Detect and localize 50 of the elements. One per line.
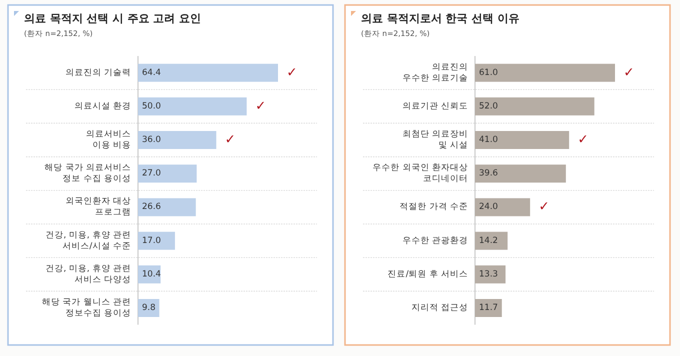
data-label: 50.0 xyxy=(142,101,161,112)
y-tick-label: 의료서비스 이용 비용 xyxy=(86,130,131,150)
bar xyxy=(138,131,216,149)
data-label: 36.0 xyxy=(142,135,161,145)
bar xyxy=(475,265,506,284)
y-tick-label: 우수한 관광환경 xyxy=(402,236,468,246)
bar xyxy=(475,164,566,183)
picture-checkmark: ✓ ✓ ✓ xyxy=(538,65,634,215)
y-tick-label: 의료시설 환경 xyxy=(74,101,131,112)
y-tick-label: 의료진의 기술력 xyxy=(65,68,131,78)
y-tick-label: 적절한 가격 수준 xyxy=(400,202,468,212)
data-label: 26.6 xyxy=(142,202,161,212)
data-label: 11.7 xyxy=(479,303,498,313)
picture-checkmark: ✓ ✓ ✓ xyxy=(224,65,298,148)
bar xyxy=(475,232,508,250)
y-tick-label: 건강, 미용, 휴양 관련 서비스/시설 수준 xyxy=(45,230,131,252)
bar xyxy=(475,131,570,149)
data-label: 27.0 xyxy=(142,168,161,179)
data-label: 14.2 xyxy=(479,236,498,246)
bar xyxy=(475,97,594,116)
bar xyxy=(138,64,278,82)
bar xyxy=(475,198,530,216)
y-tick-label: 해당 국가 의료서비스 정보 수집 용이성 xyxy=(44,163,131,184)
y-tick-label: 외국인환자 대상 프로그램 xyxy=(65,196,131,218)
data-label: 64.4 xyxy=(142,68,161,78)
y-tick-label: 의료기관 신뢰도 xyxy=(402,101,468,112)
bar xyxy=(138,97,247,116)
y-tick-label: 건강, 미용, 휴양 관련 서비스 다양성 xyxy=(45,264,131,285)
y-tick-label: 해당 국가 웰니스 관련 정보수집 용이성 xyxy=(42,298,131,318)
y-tick-label: 지리적 접근성 xyxy=(411,303,468,313)
bar xyxy=(138,198,196,216)
data-label: 13.3 xyxy=(479,269,498,280)
y-tick-label: 진료/퇴원 후 서비스 xyxy=(388,269,468,280)
y-tick-label: 의료진의 우수한 의료기술 xyxy=(402,62,468,84)
data-label: 17.0 xyxy=(142,236,161,246)
bar xyxy=(138,232,175,250)
data-label: 24.0 xyxy=(479,202,498,212)
chart-title: 의료 목적지 선택 시 주요 고려 요인 xyxy=(24,12,201,25)
data-label: 41.0 xyxy=(479,135,498,145)
bar xyxy=(475,64,615,82)
data-label: 52.0 xyxy=(479,101,498,112)
bar xyxy=(475,299,502,317)
data-label: 9.8 xyxy=(142,303,156,313)
data-label: 61.0 xyxy=(479,68,498,78)
data-label: 39.6 xyxy=(479,168,498,179)
y-tick-label: 우수한 외국인 환자대상 코디네이터 xyxy=(372,163,468,184)
y-tick-label: 최첨단 의료장비 및 시설 xyxy=(402,130,468,150)
chart-title: 의료 목적지로서 한국 선택 이유 xyxy=(361,12,520,25)
bar xyxy=(138,164,197,183)
data-label: 10.4 xyxy=(142,269,161,280)
